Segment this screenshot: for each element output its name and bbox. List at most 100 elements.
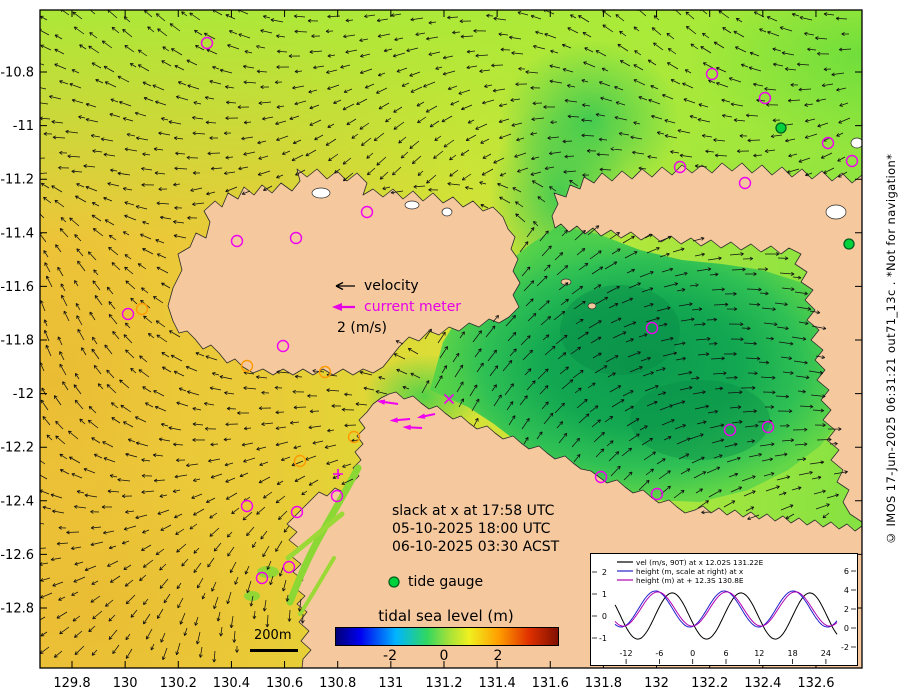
inset-right-tick-label: 4 xyxy=(844,586,849,595)
current-meter-vector-head xyxy=(416,413,426,419)
tide-gauge-marker xyxy=(775,122,787,134)
vector-legend: velocity current meter 2 (m/s) xyxy=(330,277,461,337)
current-meter-marker xyxy=(650,487,664,501)
lat-tick-label: -12.6 xyxy=(0,548,34,563)
current-meter-marker xyxy=(645,321,659,335)
current-meter-marker xyxy=(738,176,752,190)
inset-x-tick-label: 6 xyxy=(723,649,728,658)
current-meter-marker xyxy=(255,571,269,585)
lat-tick-label: -12.2 xyxy=(0,441,34,456)
velocity-scale-label: 2 (m/s) xyxy=(337,320,387,336)
current-meter-marker xyxy=(360,205,374,219)
secondary-site-marker xyxy=(135,302,149,316)
lon-tick-label: 130.2 xyxy=(160,676,197,691)
inset-x-tick-label: 18 xyxy=(788,649,798,658)
current-meter-marker xyxy=(290,505,304,519)
current-meter-marker xyxy=(289,231,303,245)
inset-x-tick-label: -6 xyxy=(655,649,663,658)
tide-gauge-marker xyxy=(843,238,855,250)
inset-series xyxy=(614,592,838,640)
current-meter-marker xyxy=(282,560,296,574)
tide-timeseries-chart: -12 -6 0 6 12 18 24 2 1 0 -1 6 4 2 0 -2 vel (m/s, 90T) a… xyxy=(592,558,856,664)
current-meter-marker xyxy=(276,339,290,353)
current-meter-marker xyxy=(240,499,254,513)
current-meter-marker xyxy=(845,154,859,168)
current-meter-marker xyxy=(121,307,135,321)
lat-tick-label: -10.8 xyxy=(0,66,34,81)
lon-tick-label: 132 xyxy=(644,676,669,691)
lat-tick-label: -11.4 xyxy=(0,226,34,241)
current-meter-vector-head xyxy=(376,399,386,405)
current-meter-arrow-icon xyxy=(332,303,355,311)
island xyxy=(311,187,331,199)
lon-tick-label: 129.8 xyxy=(53,676,90,691)
lat-tick-label: -12 xyxy=(13,387,34,402)
colorbar-tick-0: 0 xyxy=(439,648,449,664)
velocity-vector-field xyxy=(40,10,852,663)
lon-tick-label: 131.6 xyxy=(532,676,569,691)
tide-gauge-icon xyxy=(388,576,400,588)
inset-right-tick-label: 6 xyxy=(844,567,849,576)
lon-tick-label: 130.6 xyxy=(266,676,303,691)
map-axes: 129.8 130 130.2 130.4 130.6 130.8 131 131.2 131.… xyxy=(0,9,863,691)
inset-left-tick-label: 2 xyxy=(602,568,607,577)
inset-x-tick-label: 12 xyxy=(754,649,764,658)
secondary-site-marker xyxy=(293,454,307,468)
inset-left-tick-label: -1 xyxy=(599,634,607,643)
island xyxy=(404,200,420,210)
slack-date-acst: 06-10-2025 03:30 ACST xyxy=(392,539,560,555)
plus-site-marker xyxy=(333,469,343,479)
inset-left-tick-label: 0 xyxy=(602,612,607,621)
island xyxy=(441,207,453,217)
secondary-site-marker xyxy=(347,430,361,444)
lat-tick-label: -12.4 xyxy=(0,494,34,509)
slack-date-utc: 05-10-2025 18:00 UTC xyxy=(392,521,551,537)
current-meter-marker xyxy=(758,91,772,105)
tide-gauge-label: tide gauge xyxy=(408,574,484,590)
velocity-label: velocity xyxy=(364,278,419,294)
lon-tick-label: 131 xyxy=(378,676,403,691)
lon-tick-label: 132.2 xyxy=(691,676,728,691)
current-meter-marker xyxy=(594,470,608,484)
inset-right-tick-label: 2 xyxy=(844,605,849,614)
station-markers xyxy=(121,36,859,585)
tide-timeseries-inset: -12 -6 0 6 12 18 24 2 1 0 -1 6 4 2 0 -2 vel (m/s, 90T) a… xyxy=(590,553,858,666)
colorbar xyxy=(335,627,559,646)
inset-legend-label: height (m) at + 12.3S 130.8E xyxy=(636,576,744,585)
inset-x-tick-label: -12 xyxy=(620,649,633,658)
current-meter-marker xyxy=(723,423,737,437)
lat-tick-label: -11.2 xyxy=(0,173,34,188)
lon-tick-label: 132.4 xyxy=(744,676,781,691)
slack-time-utc: slack at x at 17:58 UTC xyxy=(392,503,555,519)
tide-gauge-legend-row: tide gauge xyxy=(387,573,483,591)
current-meter-marker xyxy=(761,420,775,434)
attribution-text: © IMOS 17-Jun-2025 06:31:21 out71_13c . … xyxy=(884,153,898,545)
lat-tick-label: -11.8 xyxy=(0,334,34,349)
current-meter-marker xyxy=(673,160,687,174)
colorbar-tick-2: 2 xyxy=(493,648,503,664)
lon-tick-label: 131.2 xyxy=(425,676,462,691)
secondary-site-marker xyxy=(318,365,332,379)
x-site-marker xyxy=(443,393,455,405)
island xyxy=(850,137,862,149)
secondary-site-marker xyxy=(240,359,254,373)
inset-legend-label: height (m, scale at right) at x xyxy=(636,567,744,576)
inset-legend-label: vel (m/s, 90T) at x 12.02S 131.22E xyxy=(636,558,764,567)
inset-left-tick-label: 1 xyxy=(602,590,607,599)
harbour-channels xyxy=(244,464,362,616)
current-meter-marker xyxy=(200,36,214,50)
lon-tick-label: 131.8 xyxy=(585,676,622,691)
inset-series xyxy=(614,591,838,627)
gulf-water xyxy=(430,226,856,502)
lon-tick-label: 130.4 xyxy=(213,676,250,691)
current-meter-marker xyxy=(705,67,719,81)
inset-x-tick-label: 0 xyxy=(690,649,695,658)
lon-tick-label: 132.6 xyxy=(797,676,834,691)
lon-tick-label: 130.8 xyxy=(319,676,356,691)
current-meter-marker xyxy=(230,234,244,248)
inset-series xyxy=(614,590,838,628)
scalebar-line xyxy=(250,649,298,652)
inset-right-tick-label: 0 xyxy=(844,624,849,633)
